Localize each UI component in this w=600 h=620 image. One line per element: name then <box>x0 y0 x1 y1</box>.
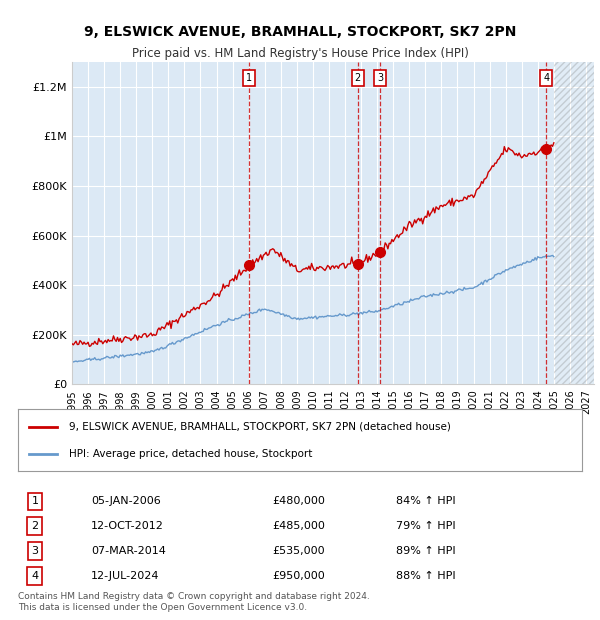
Text: 4: 4 <box>543 73 550 83</box>
Text: 1: 1 <box>246 73 252 83</box>
Text: 12-OCT-2012: 12-OCT-2012 <box>91 521 164 531</box>
Text: 2: 2 <box>31 521 38 531</box>
Text: 07-MAR-2014: 07-MAR-2014 <box>91 546 166 556</box>
Text: £950,000: £950,000 <box>272 571 325 581</box>
Text: 05-JAN-2006: 05-JAN-2006 <box>91 497 161 507</box>
Text: 79% ↑ HPI: 79% ↑ HPI <box>396 521 455 531</box>
Text: 84% ↑ HPI: 84% ↑ HPI <box>396 497 455 507</box>
Text: 3: 3 <box>377 73 383 83</box>
Text: 88% ↑ HPI: 88% ↑ HPI <box>396 571 455 581</box>
Text: £480,000: £480,000 <box>272 497 325 507</box>
Text: 3: 3 <box>31 546 38 556</box>
Bar <box>554 62 594 384</box>
Text: £535,000: £535,000 <box>272 546 325 556</box>
Text: 1: 1 <box>31 497 38 507</box>
Text: 89% ↑ HPI: 89% ↑ HPI <box>396 546 455 556</box>
Text: 2: 2 <box>355 73 361 83</box>
Text: £485,000: £485,000 <box>272 521 325 531</box>
Text: Contains HM Land Registry data © Crown copyright and database right 2024.
This d: Contains HM Land Registry data © Crown c… <box>18 592 370 611</box>
Text: HPI: Average price, detached house, Stockport: HPI: Average price, detached house, Stoc… <box>69 449 312 459</box>
Text: Price paid vs. HM Land Registry's House Price Index (HPI): Price paid vs. HM Land Registry's House … <box>131 46 469 60</box>
Bar <box>554 62 594 384</box>
Text: 4: 4 <box>31 571 38 581</box>
Text: 9, ELSWICK AVENUE, BRAMHALL, STOCKPORT, SK7 2PN: 9, ELSWICK AVENUE, BRAMHALL, STOCKPORT, … <box>84 25 516 39</box>
Text: 12-JUL-2024: 12-JUL-2024 <box>91 571 160 581</box>
Text: 9, ELSWICK AVENUE, BRAMHALL, STOCKPORT, SK7 2PN (detached house): 9, ELSWICK AVENUE, BRAMHALL, STOCKPORT, … <box>69 422 451 432</box>
